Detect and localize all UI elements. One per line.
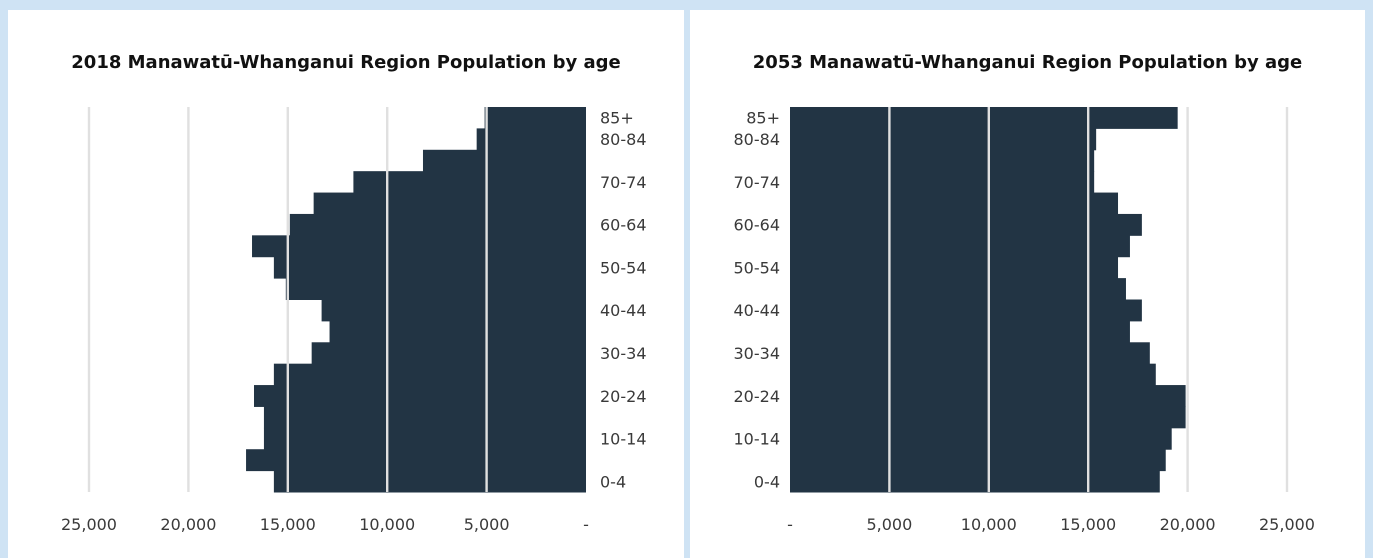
bar-25-29 — [273, 363, 586, 386]
bar-70-74 — [353, 171, 586, 194]
bar-50-54 — [273, 256, 586, 279]
y-tick-label: 20-24 — [600, 387, 647, 406]
x-tick-label: 20,000 — [1160, 515, 1216, 534]
chart-title: 2018 Manawatū-Whanganui Region Populatio… — [71, 52, 621, 73]
bar-55-59 — [790, 235, 1130, 258]
y-tick-label: 60-64 — [734, 216, 781, 235]
bar-55-59 — [252, 235, 586, 258]
x-tick-label: - — [787, 515, 793, 534]
x-tick-label: 15,000 — [260, 515, 316, 534]
bar-60-64 — [289, 213, 586, 236]
bar-25-29 — [790, 363, 1156, 386]
bar-5-9 — [790, 449, 1166, 472]
y-tick-label: 40-44 — [734, 301, 781, 320]
chart-panel-2053: 2053 Manawatū-Whanganui Region Populatio… — [690, 10, 1365, 558]
bar-80-84 — [476, 128, 586, 151]
y-tick-label: 50-54 — [734, 258, 781, 277]
y-tick-label: 85+ — [600, 109, 634, 128]
y-tick-label: 0-4 — [754, 472, 780, 491]
bar-40-44 — [321, 299, 586, 322]
y-tick-label: 10-14 — [600, 430, 647, 449]
y-tick-label: 70-74 — [600, 173, 647, 192]
bar-40-44 — [790, 299, 1142, 322]
pyramid-chart-2053: - 5,000 10,000 15,000 20,000 25,000 0-4 10-14 20… — [734, 107, 1315, 534]
bar-80-84 — [790, 128, 1097, 151]
bar-20-24 — [254, 385, 586, 407]
x-tick-label: 5,000 — [464, 515, 510, 534]
y-tick-label: 85+ — [746, 109, 780, 128]
bar-65-69 — [313, 192, 586, 215]
y-tick-label: 70-74 — [734, 173, 781, 192]
x-axis: 25,000 20,000 15,000 10,000 5,000 - — [61, 515, 589, 534]
chart-panel-2018: 2018 Manawatū-Whanganui Region Populatio… — [8, 10, 684, 558]
x-axis: - 5,000 10,000 15,000 20,000 25,000 — [787, 515, 1315, 534]
bar-50-54 — [790, 256, 1119, 279]
bars — [790, 107, 1186, 493]
bar-15-19 — [263, 406, 586, 429]
x-tick-label: 25,000 — [61, 515, 117, 534]
x-tick-label: 10,000 — [961, 515, 1017, 534]
bar-35-39 — [790, 320, 1130, 343]
bar-60-64 — [790, 213, 1142, 236]
bar-45-49 — [790, 278, 1126, 300]
chart-title: 2053 Manawatū-Whanganui Region Populatio… — [752, 52, 1303, 73]
y-tick-label: 80-84 — [734, 130, 781, 149]
bar-35-39 — [329, 320, 586, 343]
x-tick-label: 15,000 — [1060, 515, 1116, 534]
y-tick-label: 50-54 — [600, 258, 647, 277]
bar-85+ — [484, 107, 586, 129]
bar-10-14 — [263, 427, 586, 450]
gridlines — [87, 107, 488, 492]
y-tick-label: 20-24 — [734, 387, 781, 406]
bar-75-79 — [790, 149, 1095, 172]
bar-30-34 — [790, 342, 1150, 365]
y-tick-label: 30-34 — [734, 344, 781, 363]
y-tick-label: 0-4 — [600, 472, 626, 491]
y-axis: 0-4 10-14 20-24 30-34 40-44 50-54 60-64 70-74 80… — [600, 109, 647, 492]
y-tick-label: 30-34 — [600, 344, 647, 363]
bar-75-79 — [422, 149, 586, 172]
x-tick-label: 25,000 — [1259, 515, 1315, 534]
bar-30-34 — [311, 342, 586, 365]
bar-5-9 — [246, 449, 587, 472]
bar-0-4 — [273, 470, 586, 493]
x-tick-label: - — [583, 515, 589, 534]
bar-65-69 — [790, 192, 1119, 215]
bar-45-49 — [285, 278, 586, 300]
pyramid-chart-2018: 25,000 20,000 15,000 10,000 5,000 - 0-4 10-14 20… — [61, 107, 647, 534]
bar-70-74 — [790, 171, 1095, 194]
y-axis: 0-4 10-14 20-24 30-34 40-44 50-54 60-64 70-74 80… — [734, 109, 781, 492]
gridlines — [888, 107, 1289, 492]
bar-10-14 — [790, 427, 1172, 450]
y-tick-label: 10-14 — [734, 430, 781, 449]
bar-85+ — [790, 107, 1178, 129]
bar-0-4 — [790, 470, 1160, 493]
x-tick-label: 5,000 — [866, 515, 912, 534]
y-tick-label: 80-84 — [600, 130, 647, 149]
bars — [246, 107, 587, 493]
y-tick-label: 40-44 — [600, 301, 647, 320]
x-tick-label: 20,000 — [160, 515, 216, 534]
y-tick-label: 60-64 — [600, 216, 647, 235]
x-tick-label: 10,000 — [359, 515, 415, 534]
